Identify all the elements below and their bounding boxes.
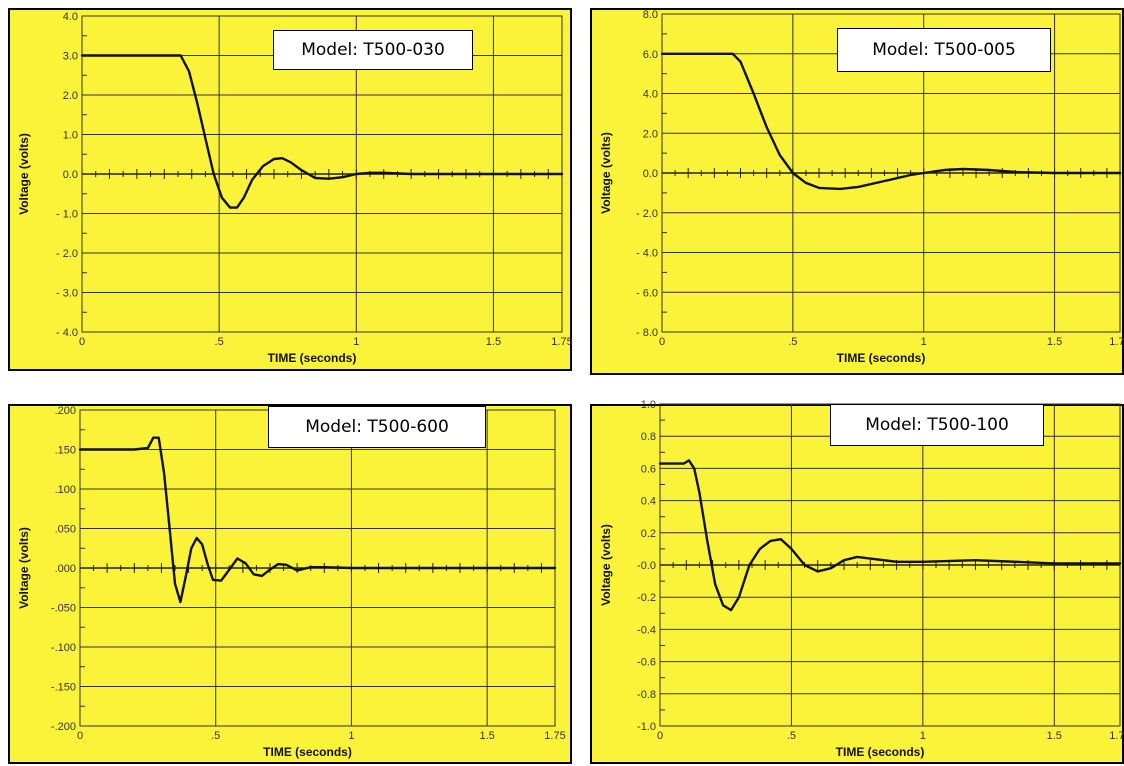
x-tick-label: 1.5 (486, 336, 501, 348)
y-tick-label: .000 (55, 563, 76, 575)
chart-panel-t500-030: 4.0 3.0 2.0 1.0 0.0 - 1.0 - 2.0 - 3.0 - 4.0 0 .5 1 1… (8, 8, 573, 371)
series-line (78, 436, 557, 604)
x-tick-label: 0 (659, 336, 665, 348)
y-tick-label: - 8.0 (636, 327, 658, 339)
x-tick-label: 0 (657, 730, 663, 742)
y-tick-label: 3.0 (63, 51, 78, 63)
x-axis-title: TIME (seconds) (836, 745, 925, 759)
y-tick-label: .200 (55, 405, 76, 417)
y-tick-label: - 1.0 (56, 209, 78, 221)
y-axis-title: Voltage (volts) (599, 132, 613, 214)
y-tick-label: - 4.0 (636, 248, 658, 260)
y-tick-label: - 4.0 (56, 327, 78, 339)
x-axis-title: TIME (seconds) (263, 745, 352, 759)
series-line (80, 54, 564, 209)
series-line (658, 459, 1122, 612)
y-tick-label: - 2.0 (636, 208, 658, 220)
chart-svg-t500-600: .200 .150 .100 .050 .000 -.050 -.100 -.150 -.200… (17, 405, 566, 759)
x-tick-label: 1.5 (479, 730, 494, 742)
x-tick-label: 1.75 (1109, 730, 1124, 742)
x-axis-title: TIME (seconds) (268, 351, 357, 365)
y-tick-label: 8.0 (643, 9, 658, 21)
y-tick-label: - 2.0 (56, 248, 78, 260)
y-tick-label: 0.2 (641, 528, 656, 540)
model-label-box: Model: T500-100 (830, 404, 1044, 446)
chart-panel-t500-005: 8.0 6.0 4.0 2.0 0.0 - 2.0 - 4.0 - 6.0 - 8.0 0 .5 1 1… (590, 8, 1124, 375)
y-tick-label: 0.4 (641, 496, 656, 508)
y-tick-label: -0.8 (637, 689, 656, 701)
y-tick-label: 2.0 (63, 90, 78, 102)
y-tick-label: .100 (55, 484, 76, 496)
y-tick-label: -0.0 (637, 560, 656, 572)
x-tick-label: 1.75 (544, 730, 565, 742)
y-tick-label: -0.6 (637, 657, 656, 669)
y-tick-label: 0.0 (63, 169, 78, 181)
y-tick-label: 6.0 (643, 49, 658, 61)
model-label-box: Model: T500-005 (837, 28, 1051, 72)
x-tick-label: 1.75 (551, 336, 572, 348)
x-tick-label: .5 (211, 730, 220, 742)
series-line (660, 52, 1122, 191)
chart-panel-t500-600: .200 .150 .100 .050 .000 -.050 -.100 -.150 -.200… (8, 404, 572, 764)
y-axis-title: Voltage (volts) (17, 133, 31, 215)
x-tick-label: .5 (787, 730, 796, 742)
y-tick-label: 2.0 (643, 128, 658, 140)
y-tick-label: -0.4 (637, 624, 656, 636)
y-tick-label: 0.8 (641, 431, 656, 443)
y-tick-label: .150 (55, 445, 76, 457)
y-tick-label: -0.2 (637, 592, 656, 604)
model-label-box: Model: T500-600 (268, 406, 486, 448)
x-tick-label: 0 (77, 730, 83, 742)
y-tick-label: -.100 (51, 642, 76, 654)
y-tick-label: 1.0 (641, 399, 656, 411)
y-tick-label: -1.0 (637, 721, 656, 733)
x-axis-title: TIME (seconds) (837, 351, 926, 365)
x-tick-label: 1.5 (1047, 336, 1062, 348)
x-tick-label: .5 (215, 336, 224, 348)
y-tick-label: 4.0 (643, 89, 658, 101)
y-axis-title: Voltage (volts) (17, 527, 31, 609)
y-tick-label: - 3.0 (56, 288, 78, 300)
y-tick-label: 4.0 (63, 11, 78, 23)
y-axis-title: Voltage (volts) (599, 524, 613, 606)
y-tick-label: 0.0 (643, 168, 658, 180)
y-tick-label: -.150 (51, 682, 76, 694)
chart-panel-t500-100: 1.0 0.8 0.6 0.4 0.2 -0.0 -0.2 -0.4 -0.6 -0.8 -1.0 0… (590, 399, 1124, 764)
y-tick-label: 0.6 (641, 463, 656, 475)
y-tick-label: -.200 (51, 721, 76, 733)
x-tick-label: 1.5 (1047, 730, 1062, 742)
model-label-box: Model: T500-030 (273, 30, 473, 70)
x-tick-label: 1 (921, 336, 927, 348)
x-tick-label: 0 (79, 336, 85, 348)
x-tick-label: 1 (348, 730, 354, 742)
y-tick-label: -.050 (51, 603, 76, 615)
chart-svg-t500-005: 8.0 6.0 4.0 2.0 0.0 - 2.0 - 4.0 - 6.0 - 8.00 .5 1 1… (599, 9, 1124, 365)
x-tick-label: 1.75 (1109, 336, 1124, 348)
y-tick-label: - 6.0 (636, 287, 658, 299)
chart-svg-t500-100: 1.0 0.8 0.6 0.4 0.2 -0.0 -0.2 -0.4 -0.6 -0.8 -1.00… (599, 399, 1124, 759)
x-tick-label: 1 (353, 336, 359, 348)
y-tick-label: 1.0 (63, 130, 78, 142)
x-tick-label: 1 (920, 730, 926, 742)
chart-svg-t500-030: 4.0 3.0 2.0 1.0 0.0 - 1.0 - 2.0 - 3.0 - 4.00 .5 1 1… (17, 11, 573, 365)
x-tick-label: .5 (788, 336, 797, 348)
y-tick-label: .050 (55, 524, 76, 536)
